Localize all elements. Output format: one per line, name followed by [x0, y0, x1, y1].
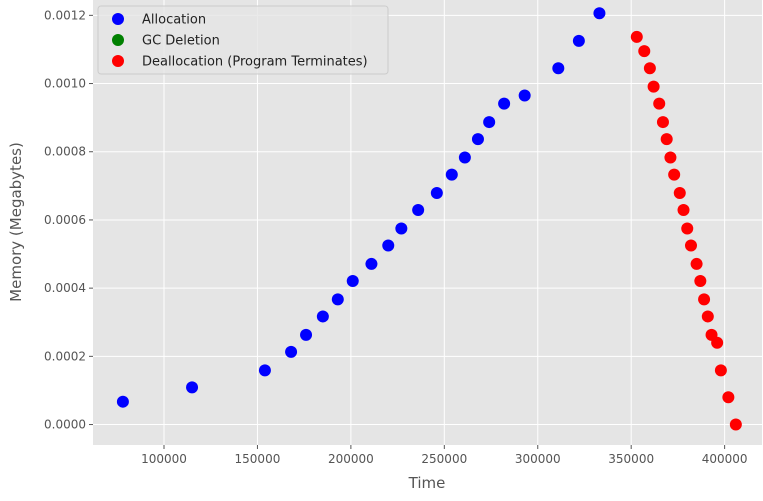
legend-label-deallocation: Deallocation (Program Terminates): [142, 55, 368, 70]
legend-frame: [97, 5, 389, 75]
point-allocation: [186, 381, 199, 394]
point-allocation: [593, 7, 606, 20]
point-deallocation-program-terminates: [698, 293, 711, 306]
data-points: [116, 7, 742, 431]
point-allocation: [445, 168, 458, 181]
point-deallocation-program-terminates: [677, 204, 690, 217]
x-tick-label: 400000: [702, 452, 748, 466]
point-deallocation-program-terminates: [714, 364, 727, 377]
point-allocation: [395, 222, 408, 235]
point-allocation: [382, 239, 395, 252]
point-allocation: [258, 364, 271, 377]
point-deallocation-program-terminates: [729, 418, 742, 431]
x-axis-ticks: 100000 150000 200000 250000 300000 350000 4000…: [141, 445, 748, 466]
legend-marker-gc-deletion: [112, 34, 124, 46]
x-tick-label: 200000: [328, 452, 374, 466]
point-deallocation-program-terminates: [722, 391, 735, 404]
point-deallocation-program-terminates: [673, 187, 686, 200]
x-tick-label: 350000: [608, 452, 654, 466]
y-tick-label: 0.0002: [44, 349, 86, 363]
y-tick-label: 0.0012: [44, 8, 86, 22]
point-allocation: [412, 204, 425, 217]
point-allocation: [471, 133, 484, 146]
point-allocation: [316, 310, 329, 323]
point-allocation: [285, 345, 298, 358]
point-deallocation-program-terminates: [656, 116, 669, 129]
point-allocation: [572, 34, 585, 47]
point-deallocation-program-terminates: [664, 151, 677, 164]
y-axis-ticks: 0.0000 0.0002 0.0004 0.0006 0.0008 0.0010 0.00…: [44, 8, 93, 432]
legend-label-gc-deletion: GC Deletion: [142, 34, 220, 49]
point-deallocation-program-terminates: [701, 310, 714, 323]
point-allocation: [346, 274, 359, 287]
point-deallocation-program-terminates: [643, 62, 656, 75]
point-deallocation-program-terminates: [684, 239, 697, 252]
x-tick-label: 100000: [141, 452, 187, 466]
point-allocation: [331, 293, 344, 306]
point-deallocation-program-terminates: [630, 30, 643, 43]
y-tick-label: 0.0006: [44, 213, 86, 227]
x-tick-label: 250000: [421, 452, 467, 466]
y-tick-label: 0.0008: [44, 145, 86, 159]
point-deallocation-program-terminates: [638, 45, 651, 58]
point-allocation: [300, 328, 313, 341]
y-tick-label: 0.0010: [44, 77, 86, 91]
point-deallocation-program-terminates: [681, 222, 694, 235]
point-allocation: [365, 257, 378, 270]
legend: Allocation GC Deletion Deallocation (Pro…: [97, 5, 389, 75]
legend-label-allocation: Allocation: [142, 13, 206, 28]
point-deallocation-program-terminates: [647, 80, 660, 93]
x-tick-label: 300000: [515, 452, 561, 466]
point-deallocation-program-terminates: [660, 133, 673, 146]
y-tick-label: 0.0000: [44, 418, 86, 432]
point-allocation: [483, 116, 496, 129]
point-allocation: [552, 62, 565, 75]
point-deallocation-program-terminates: [711, 336, 724, 349]
point-deallocation-program-terminates: [653, 97, 666, 110]
x-tick-label: 150000: [235, 452, 281, 466]
point-deallocation-program-terminates: [668, 168, 681, 181]
point-deallocation-program-terminates: [690, 257, 703, 270]
point-allocation: [430, 187, 443, 200]
point-allocation: [458, 151, 471, 164]
point-allocation: [518, 89, 531, 102]
point-allocation: [498, 97, 511, 110]
point-deallocation-program-terminates: [694, 274, 707, 287]
legend-marker-deallocation: [112, 55, 124, 67]
x-axis-label: Time: [408, 474, 446, 492]
y-tick-label: 0.0004: [44, 281, 86, 295]
legend-marker-allocation: [112, 13, 124, 25]
y-axis-label: Memory (Megabytes): [7, 142, 25, 302]
point-allocation: [116, 395, 129, 408]
